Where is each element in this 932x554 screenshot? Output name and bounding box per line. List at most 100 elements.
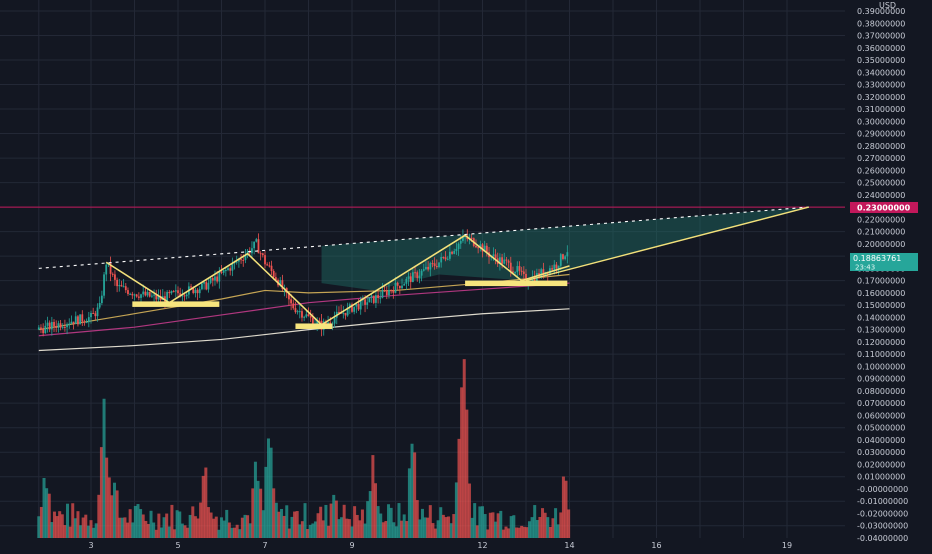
candle-body	[42, 329, 45, 334]
candle-body	[50, 321, 53, 330]
volume-bar	[238, 529, 242, 538]
candle-body	[183, 295, 186, 297]
candle-body	[309, 315, 312, 318]
volume-bar	[152, 522, 156, 538]
candle-body	[329, 322, 332, 324]
candle-body	[61, 326, 64, 328]
candle-body	[37, 327, 40, 330]
price-axis-tick-label: 0.02000000	[857, 460, 905, 469]
volume-bar	[342, 504, 346, 538]
candle-body	[168, 291, 171, 294]
candle-body	[166, 291, 169, 302]
price-axis-tick-label: 0.28000000	[857, 142, 905, 151]
volume-bar	[110, 495, 114, 538]
volume-bar	[89, 520, 93, 538]
candle-body	[118, 285, 121, 287]
volume-bar	[332, 494, 336, 538]
candle-body	[137, 296, 140, 298]
upper-trendline-dashed[interactable]	[38, 206, 809, 269]
candle-body	[518, 266, 521, 271]
volume-bar	[68, 526, 72, 538]
volume-bar	[86, 525, 90, 538]
price-axis-tick-label: 0.03000000	[857, 448, 905, 457]
price-axis-tick-label: 0.38000000	[857, 19, 905, 28]
volume-bar	[274, 502, 278, 538]
candle-body	[462, 236, 464, 241]
candle-body	[509, 262, 512, 272]
volume-bar	[441, 514, 445, 538]
candle-body	[464, 236, 466, 238]
candle-body	[281, 280, 284, 290]
candle-body	[348, 304, 351, 308]
candle-body	[342, 312, 345, 314]
candle-body	[227, 268, 229, 271]
candle-body	[253, 241, 256, 249]
candle-body	[370, 295, 373, 298]
volume-bar	[60, 514, 64, 538]
price-axis-tick-label: -0.04000000	[857, 534, 908, 543]
candle-body	[64, 326, 66, 328]
candle-body	[420, 270, 423, 276]
volume-bar	[186, 527, 190, 538]
candle-body	[216, 276, 219, 282]
support-zone-highlight[interactable]	[295, 323, 333, 329]
price-axis-tick-label: 0.15000000	[857, 301, 905, 310]
candle-body	[181, 295, 184, 297]
volume-bar	[196, 518, 200, 538]
volume-bar	[246, 515, 250, 538]
lower-trendline[interactable]	[525, 206, 809, 282]
pattern-drawings[interactable]	[38, 206, 809, 329]
volume-bar	[350, 526, 354, 538]
candle-body	[72, 321, 75, 324]
candle-body	[303, 316, 306, 318]
candle-body	[409, 276, 412, 283]
volume-bar	[50, 522, 54, 538]
time-axis-tick-label: 16	[651, 541, 661, 550]
time-axis-tick-label: 12	[477, 541, 487, 550]
volume-bar	[428, 505, 432, 538]
candle-body	[333, 317, 336, 324]
volume-bar	[373, 483, 377, 538]
volume-bar	[71, 503, 75, 538]
candle-body	[507, 260, 510, 263]
current-price-label: 0.18863761	[853, 254, 901, 263]
candle-body	[433, 263, 436, 267]
candle-body	[388, 289, 390, 296]
volume-bar	[227, 522, 231, 538]
volume-bar	[564, 480, 568, 538]
candle-body	[153, 294, 155, 296]
support-zone-highlight[interactable]	[465, 280, 568, 287]
candle-body	[499, 257, 501, 264]
candle-body	[553, 264, 556, 270]
volume-bar	[567, 509, 571, 538]
volume-bar	[141, 514, 145, 538]
price-axis[interactable]: USD 0.39000000 0.38000000 0.37000000 0.3600…	[857, 1, 908, 543]
time-axis[interactable]: 3 5 7 9 12 14 16 19	[88, 541, 792, 550]
volume-bar	[162, 517, 166, 538]
volume-bar	[559, 512, 563, 538]
candle-body	[398, 285, 401, 289]
candle-body	[92, 312, 95, 314]
candle-body	[205, 282, 208, 290]
volume-bar	[454, 482, 458, 538]
volume-bar	[173, 529, 177, 538]
candle-body	[81, 314, 84, 322]
price-axis-tick-label: -0.02000000	[857, 509, 908, 518]
volume-bar	[436, 520, 440, 538]
candle-body	[211, 278, 214, 281]
volume-bar	[509, 516, 513, 538]
volume-bar	[465, 409, 469, 538]
volume-bar	[327, 525, 331, 538]
candle-body	[379, 297, 382, 299]
candle-body	[403, 283, 406, 286]
candle-body	[412, 272, 414, 283]
price-axis-tick-label: 0.22000000	[857, 215, 905, 224]
candle-body	[344, 312, 347, 316]
candle-body	[407, 276, 410, 279]
volume-bar	[126, 522, 130, 538]
support-zone-highlight[interactable]	[132, 301, 220, 307]
price-axis-tick-label: 0.33000000	[857, 81, 905, 90]
candle-body	[292, 303, 295, 309]
